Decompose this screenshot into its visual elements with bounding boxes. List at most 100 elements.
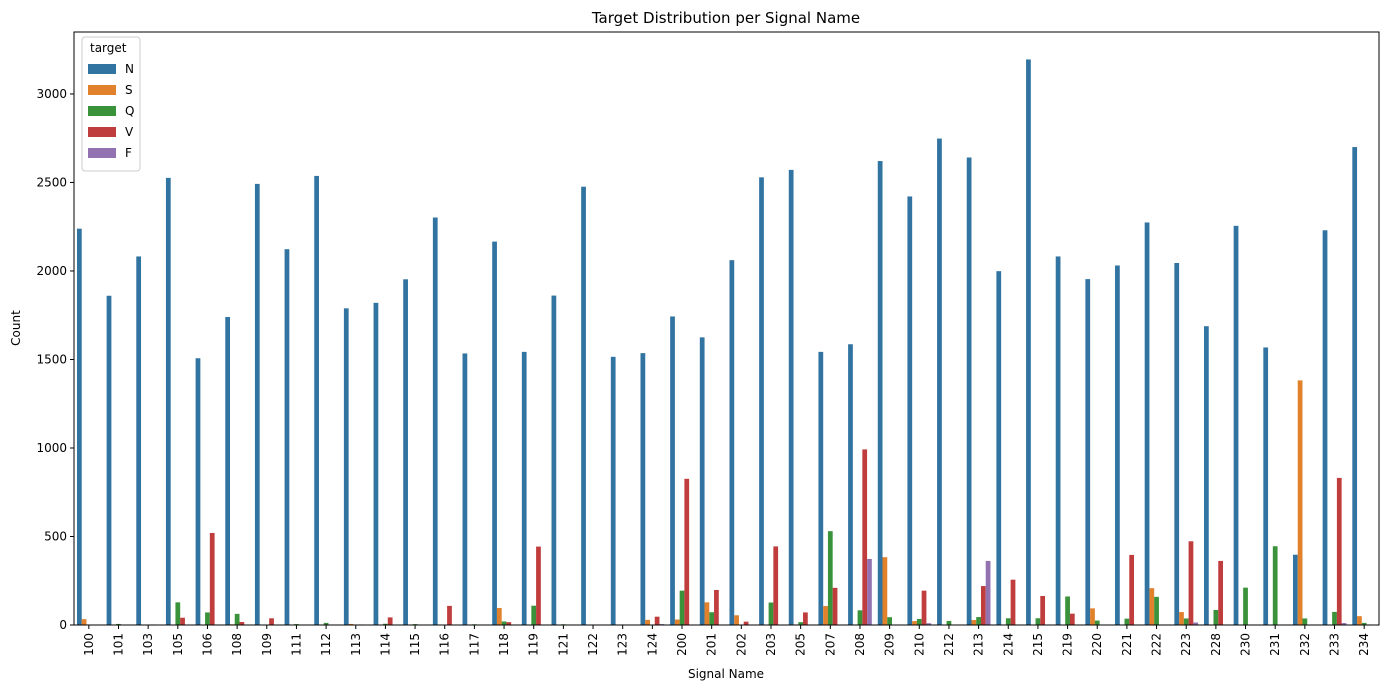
bar-N-109 <box>255 184 260 625</box>
plot-frame <box>74 32 1379 625</box>
x-tick-label: 203 <box>764 633 778 656</box>
bar-S-210 <box>912 621 917 625</box>
bar-F-208 <box>867 559 872 625</box>
bar-N-101 <box>107 296 112 625</box>
legend-label-F: F <box>125 146 132 160</box>
bar-V-214 <box>1011 580 1016 625</box>
bar-Q-210 <box>917 619 922 625</box>
x-tick-label: 210 <box>912 633 926 656</box>
bar-V-205 <box>803 612 808 625</box>
bar-Q-106 <box>205 612 210 625</box>
bar-Q-219 <box>1065 597 1070 626</box>
legend-swatch-F <box>88 148 116 158</box>
x-tick-label: 108 <box>230 633 244 656</box>
x-tick-label: 231 <box>1268 633 1282 656</box>
bar-N-209 <box>878 161 883 625</box>
y-axis-label: Count <box>9 310 23 346</box>
bar-N-203 <box>759 177 764 625</box>
y-tick-label: 0 <box>59 618 67 632</box>
legend-label-S: S <box>125 83 133 97</box>
bar-Q-209 <box>887 617 892 625</box>
bar-N-113 <box>344 308 349 625</box>
bar-N-111 <box>285 249 290 625</box>
bar-S-100 <box>82 619 87 625</box>
bar-N-215 <box>1026 59 1031 625</box>
x-tick-label: 121 <box>556 633 570 656</box>
x-tick-label: 101 <box>111 633 125 656</box>
x-tick-label: 201 <box>705 633 719 656</box>
bar-N-202 <box>729 260 734 625</box>
bar-V-106 <box>210 533 215 625</box>
bar-N-230 <box>1234 226 1239 625</box>
x-tick-label: 105 <box>171 633 185 656</box>
bar-Q-105 <box>175 602 180 625</box>
bar-N-208 <box>848 344 853 625</box>
x-tick-label: 221 <box>1120 633 1134 656</box>
bar-N-231 <box>1263 347 1268 625</box>
x-tick-label: 207 <box>823 633 837 656</box>
bar-Q-220 <box>1095 621 1100 625</box>
bar-V-233 <box>1337 478 1342 625</box>
y-tick-label: 2000 <box>36 264 67 278</box>
bar-S-234 <box>1357 616 1362 625</box>
bar-Q-230 <box>1243 588 1248 625</box>
x-tick-label: 220 <box>1090 633 1104 656</box>
bar-N-118 <box>492 242 497 625</box>
bar-N-210 <box>907 196 912 625</box>
bar-V-105 <box>180 618 185 625</box>
bar-V-202 <box>744 622 749 625</box>
bar-Q-222 <box>1154 597 1159 625</box>
x-tick-label: 214 <box>1001 633 1015 656</box>
y-tick-label: 1000 <box>36 441 67 455</box>
bar-N-123 <box>611 357 616 625</box>
legend-label-N: N <box>125 62 134 76</box>
bar-N-228 <box>1204 326 1209 625</box>
bar-S-232 <box>1298 380 1303 625</box>
x-tick-label: 114 <box>378 633 392 656</box>
bar-V-114 <box>388 617 393 625</box>
x-tick-label: 209 <box>883 633 897 656</box>
bar-Q-231 <box>1273 546 1278 625</box>
bar-V-203 <box>773 546 778 625</box>
x-tick-label: 200 <box>675 633 689 656</box>
legend-swatch-N <box>88 64 116 74</box>
bar-N-214 <box>996 271 1001 625</box>
x-tick-label: 116 <box>438 633 452 656</box>
bar-N-205 <box>789 170 794 625</box>
x-tick-label: 117 <box>467 633 481 656</box>
x-tick-label: 230 <box>1239 633 1253 656</box>
bar-V-124 <box>655 617 660 625</box>
bar-V-219 <box>1070 614 1075 625</box>
bar-N-221 <box>1115 265 1120 625</box>
x-tick-label: 119 <box>527 633 541 656</box>
x-tick-label: 100 <box>82 633 96 656</box>
bar-N-117 <box>463 353 468 625</box>
bar-V-201 <box>714 590 719 625</box>
x-tick-label: 233 <box>1328 633 1342 656</box>
bar-Q-207 <box>828 531 833 625</box>
bar-S-202 <box>734 615 739 625</box>
bar-N-108 <box>225 317 230 625</box>
x-tick-label: 113 <box>349 633 363 656</box>
bar-S-200 <box>675 620 680 625</box>
bar-V-228 <box>1218 561 1223 625</box>
bar-S-124 <box>645 620 650 625</box>
bar-S-201 <box>705 602 710 625</box>
x-tick-label: 124 <box>645 633 659 656</box>
x-tick-label: 112 <box>319 633 333 656</box>
bar-N-122 <box>581 187 586 625</box>
bar-Q-119 <box>531 606 536 625</box>
bar-Q-212 <box>947 621 952 625</box>
bar-N-103 <box>136 256 141 625</box>
x-tick-label: 234 <box>1357 633 1371 656</box>
x-tick-label: 118 <box>497 633 511 656</box>
bar-N-207 <box>818 352 823 625</box>
bar-V-119 <box>536 547 541 625</box>
x-tick-label: 208 <box>853 633 867 656</box>
bar-Q-223 <box>1184 618 1189 625</box>
x-tick-label: 222 <box>1150 633 1164 656</box>
x-tick-label: 219 <box>1061 633 1075 656</box>
x-tick-label: 215 <box>1031 633 1045 656</box>
